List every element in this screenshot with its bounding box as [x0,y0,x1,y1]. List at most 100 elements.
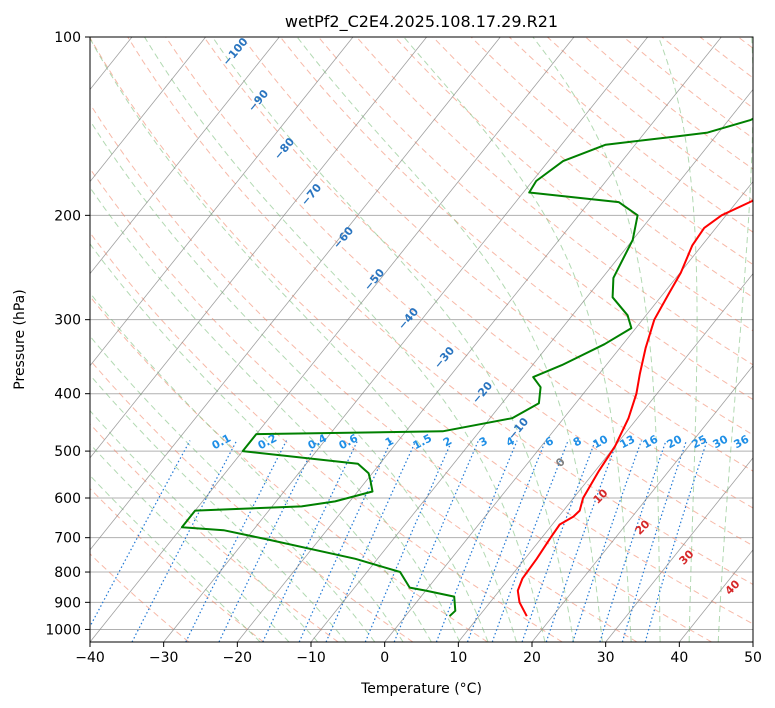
isotherm-50 [752,641,753,642]
mixing-ratio-label-7: 3 [477,434,490,449]
dry-adiabat-40 [90,103,712,642]
axis-ticks: −40 −30 −20 −10 0 10 20 30 40 5010020030040050060… [45,30,762,666]
mixing-ratio-line-16 [621,440,687,642]
dry-adiabat-150 [470,37,753,266]
plot-frame [89,36,754,643]
moist-adiabat--20 [90,474,261,642]
mixing-ratio-label-12: 13 [618,433,638,452]
mixing-ratio-label-15: 25 [690,433,710,452]
mixing-ratio-line-8 [393,440,479,642]
dry-adiabat-label-1: −90 [245,87,271,114]
isotherm-0 [384,180,753,642]
dry-adiabat-label-8: −20 [469,379,495,406]
isotherm--40 [90,37,575,642]
x-tick-label-4: 0 [380,650,389,666]
isotherm--30 [163,37,648,642]
dry-adiabat-label-6: −40 [395,305,421,332]
x-tick-label-8: 40 [670,650,688,666]
moist-adiabat-label-4: 40 [723,577,743,597]
isotherm--10 [310,88,753,642]
dry-adiabat-200 [661,37,753,109]
mixing-ratio-label-3: 0.6 [337,431,361,452]
y-tick-label-7: 800 [54,565,81,581]
mixing-ratio-label-17: 36 [732,432,752,451]
chart-title: wetPf2_C2E4.2025.108.17.29.R21 [285,12,558,32]
y-tick-label-1: 200 [54,208,81,224]
mixing-ratio-label-4: 1 [383,434,396,449]
dry-adiabat-160 [508,37,753,233]
moist-adiabat-label-0: 0 [553,455,568,470]
mixing-ratio-label-14: 20 [665,432,685,451]
moist-adiabat--12 [90,409,319,642]
isotherm-30 [605,457,753,642]
mixing-ratio-line-11 [491,440,569,642]
x-axis-label: Temperature (°C) [360,681,482,697]
isotherm--20 [237,37,722,642]
y-axis-label: Pressure (hPa) [12,289,28,389]
isotherm-10 [458,273,753,642]
mixing-ratio-line-12 [521,440,596,642]
dry-adiabat-30 [90,167,638,642]
mixing-ratio-line-2 [185,440,288,642]
moist-adiabat-24 [212,37,575,642]
dry-adiabat-220 [737,37,753,49]
isotherm--70 [90,37,354,367]
moist-adiabat-4 [90,243,432,642]
y-tick-label-5: 600 [54,491,81,507]
dry-adiabat-20 [90,231,563,642]
dry-adiabat-130 [394,37,753,332]
dry-adiabat--10 [90,423,339,642]
mixing-ratio-line-0 [90,440,191,628]
isotherm--90 [90,37,206,183]
dry-adiabat-110 [318,37,753,401]
mixing-ratio-label-16: 30 [711,432,731,451]
moist-adiabat-12 [90,119,489,642]
dry-adiabat--30 [90,553,190,642]
y-tick-label-8: 900 [54,595,81,611]
x-tick-label-7: 30 [597,650,615,666]
mixing-ratio-label-2: 0.4 [306,431,330,452]
line-labels: −100−90−80−70−60−50−40−30−20−10010203040… [210,35,752,598]
y-tick-label-0: 100 [54,30,81,46]
moist-adiabat-label-1: 10 [591,486,611,506]
moist-adiabat-32 [403,37,632,642]
mixing-ratio-label-6: 2 [441,434,454,449]
moist-adiabat-40 [658,37,698,642]
y-tick-label-4: 500 [54,444,81,460]
mixing-ratio-label-5: 1.5 [411,432,434,453]
y-tick-label-6: 700 [54,531,81,547]
mixing-ratio-lines [90,440,708,642]
dry-adiabat-170 [547,37,753,201]
x-tick-label-0: −40 [75,650,105,666]
isotherm--110 [0,37,58,642]
dry-adiabat-label-2: −80 [271,135,297,162]
mixing-ratio-line-6 [325,440,417,642]
dry-adiabat-80 [203,37,753,509]
moist-adiabat-28 [296,37,603,642]
moist-adiabat-label-2: 20 [633,517,653,537]
mixing-ratio-label-0: 0.1 [210,432,233,453]
mixing-ratio-line-5 [298,440,392,642]
mixing-ratio-line-9 [435,440,518,642]
isotherm--60 [90,37,427,459]
series [180,117,753,617]
dry-adiabat-label-3: −70 [298,181,324,208]
mixing-ratio-line-3 [218,440,318,642]
dry-adiabat-60 [127,37,753,586]
moist-adiabat-44 [717,37,753,642]
dry-adiabat-label-0: −100 [220,35,251,68]
y-tick-label-9: 1000 [45,622,81,638]
dry-adiabat--20 [90,487,264,642]
moist-adiabats [90,37,753,642]
moist-adiabat--16 [90,443,290,642]
moist-adiabat-20 [144,37,546,642]
dry-adiabat-210 [699,37,753,79]
dry-adiabat-70 [165,37,753,547]
mixing-ratio-line-7 [364,440,453,642]
x-tick-label-5: 10 [449,650,467,666]
moist-adiabat-8 [90,186,461,642]
mixing-ratio-label-10: 8 [571,434,584,449]
mixing-ratio-label-9: 6 [543,434,556,449]
x-tick-label-2: −20 [223,650,253,666]
